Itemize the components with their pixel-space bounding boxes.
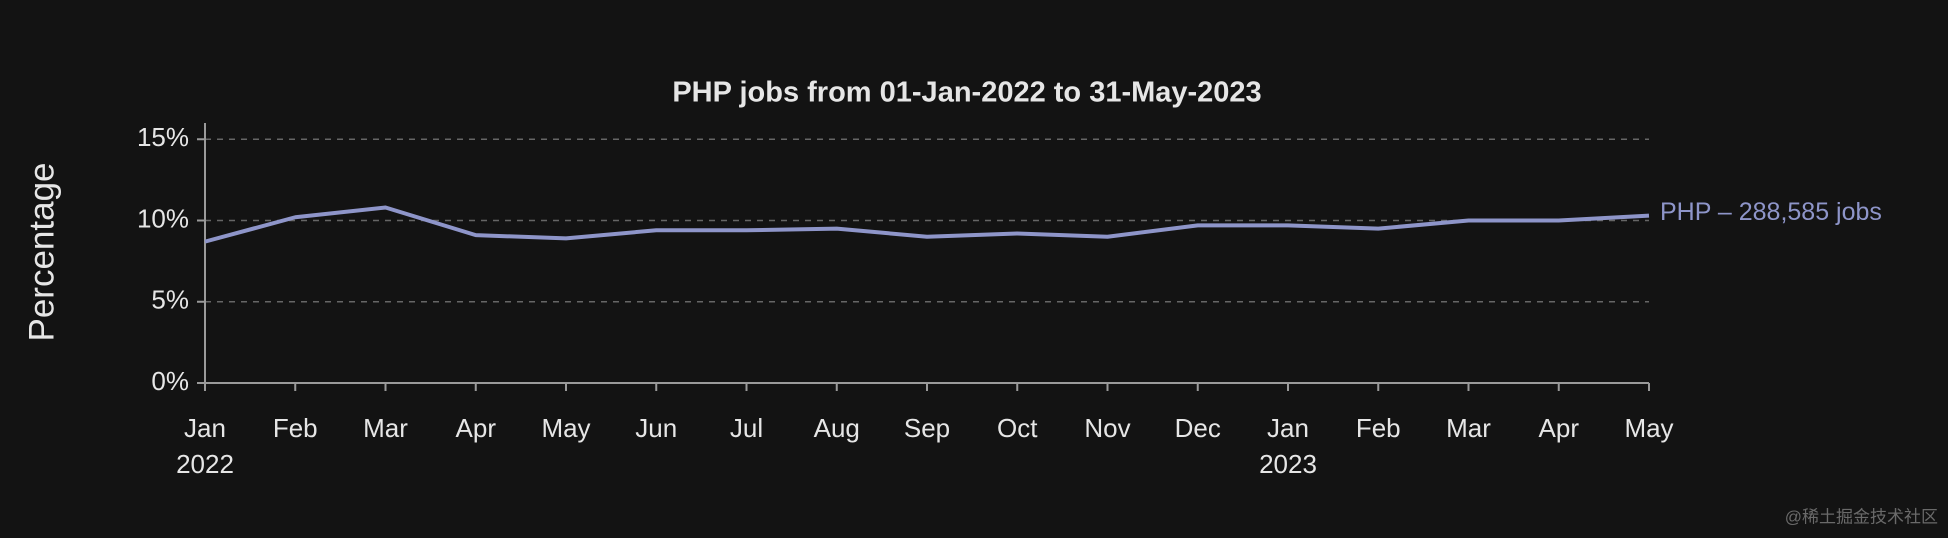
watermark: @稀土掘金技术社区 [1785, 507, 1938, 526]
x-tick-label: Jun [635, 413, 677, 443]
y-axis-label: Percentage [22, 162, 61, 341]
x-tick-label: Feb [1356, 413, 1401, 443]
x-tick-label: Aug [814, 413, 860, 443]
x-tick-label: Sep [904, 413, 950, 443]
x-tick-label: Jan [184, 413, 226, 443]
chart-title: PHP jobs from 01-Jan-2022 to 31-May-2023 [672, 77, 1261, 109]
x-tick-label: Apr [456, 413, 497, 443]
y-tick-label: 5% [151, 285, 189, 315]
y-tick-label: 10% [137, 203, 189, 233]
x-tick-label: Jul [730, 413, 763, 443]
line-annotation: PHP – 288,585 jobs [1660, 198, 1882, 226]
x-tick-label: May [541, 413, 590, 443]
x-tick-label: May [1624, 413, 1673, 443]
x-tick-label: Feb [273, 413, 318, 443]
x-tick-label: Mar [363, 413, 408, 443]
x-tick-label: Apr [1539, 413, 1580, 443]
line [204, 205, 1650, 244]
x-tick-label: Mar [1446, 413, 1491, 443]
x-tick-label: Dec [1175, 413, 1221, 443]
x-year-label: 2023 [1259, 449, 1317, 479]
x-tick-label: Oct [997, 413, 1038, 443]
x-tick-label: Jan [1267, 413, 1309, 443]
x-year-label: 2022 [176, 449, 234, 479]
y-tick-label: 15% [137, 122, 189, 152]
y-tick-label: 0% [151, 366, 189, 396]
x-tick-label: Nov [1084, 413, 1130, 443]
